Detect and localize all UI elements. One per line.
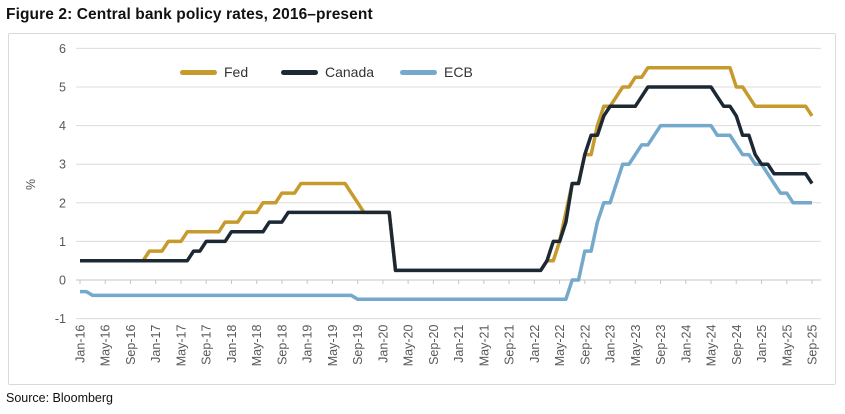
x-tick-label: May-22 [553,325,567,367]
legend-item-ecb: ECB [400,64,473,80]
canada-line [80,85,814,273]
legend-item-canada: Canada [281,64,374,80]
x-tick-label: Jan-22 [528,325,542,363]
x-tick-label: Sep-23 [654,325,668,365]
y-tick-label: 6 [59,42,66,56]
x-tick-label: May-25 [780,325,794,367]
figure-title: Figure 2: Central bank policy rates, 201… [6,6,373,23]
x-tick-label: Jan-20 [376,325,390,363]
x-tick-label: Sep-25 [806,325,820,365]
x-tick-label: Jan-17 [149,325,163,363]
x-tick-label: Sep-18 [275,325,289,365]
x-tick-label: Sep-16 [124,325,138,365]
x-tick-label: May-16 [99,325,113,367]
x-tick-label: Sep-22 [578,325,592,365]
x-tick-label: Sep-17 [200,325,214,365]
x-tick-label: Jan-19 [301,325,315,363]
x-tick-label: May-21 [477,325,491,367]
y-tick-label: 1 [59,235,66,249]
x-tick-label: May-20 [402,325,416,367]
x-tick-label: Sep-19 [351,325,365,365]
fed-line [80,65,814,273]
x-tick-label: May-17 [174,325,188,367]
y-tick-label: 2 [59,196,66,210]
x-tick-label: May-18 [250,325,264,367]
x-tick-label: Sep-24 [730,325,744,365]
y-tick-label: 3 [59,158,66,172]
x-tick-label: May-23 [629,325,643,367]
x-tick-label: Jan-18 [225,325,239,363]
fed-line-swatch-icon [180,69,217,75]
x-tick-label: Jan-16 [74,325,88,363]
x-tick-label: Sep-20 [427,325,441,365]
y-tick-label: 0 [59,274,66,288]
x-tick-label: May-24 [705,325,719,367]
y-axis-title: % [24,178,38,190]
y-tick-label: 5 [59,81,66,95]
x-tick-label: Jan-21 [452,325,466,363]
x-tick-label: Sep-21 [503,325,517,365]
ecb-line-swatch-icon [400,69,437,75]
y-tick-label: 4 [59,119,66,133]
x-tick-label: Jan-24 [679,325,693,363]
x-tick-label: Jan-23 [604,325,618,363]
chart-panel [8,33,836,385]
legend-item-fed: Fed [180,64,248,80]
source-note: Source: Bloomberg [6,391,114,405]
x-tick-label: May-19 [326,325,340,367]
legend-label-fed: Fed [224,64,249,80]
legend-label-ecb: ECB [444,64,473,80]
legend-label-canada: Canada [325,64,375,80]
ecb-line [80,123,812,302]
y-tick-label: -1 [55,312,66,326]
canada-line-swatch-icon [281,69,318,75]
x-tick-label: Jan-25 [755,325,769,363]
